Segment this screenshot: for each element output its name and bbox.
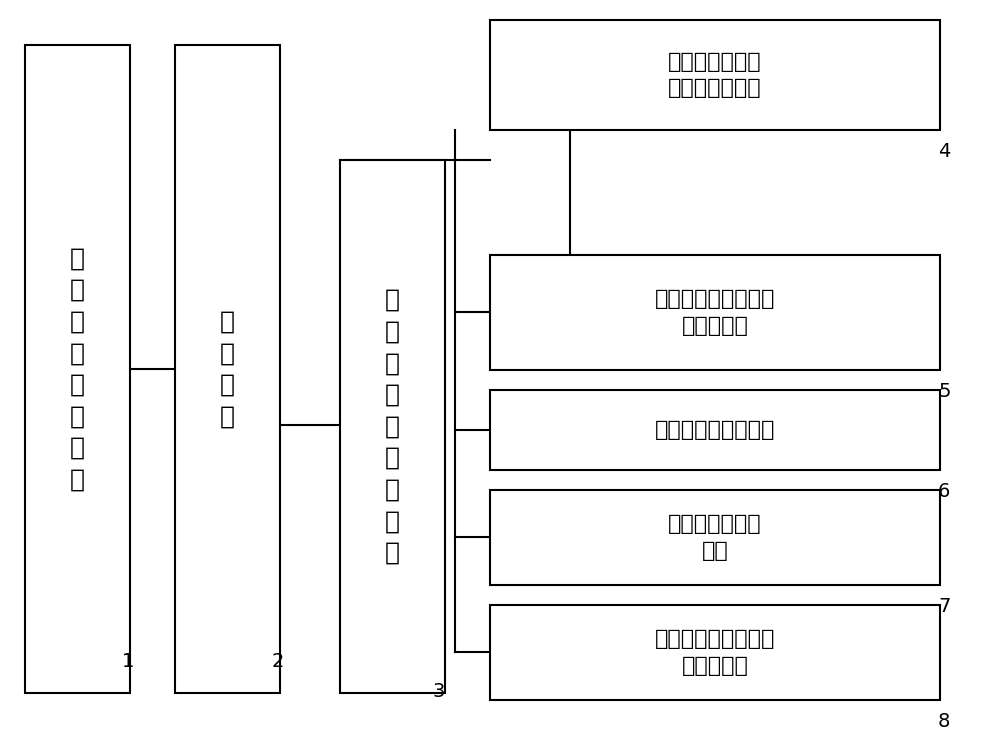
Text: 7: 7 (938, 597, 950, 616)
Text: 锂电池信息显示及故
障提醒模块: 锂电池信息显示及故 障提醒模块 (655, 629, 775, 676)
Bar (490, 605, 940, 700)
Bar (25, 45, 130, 693)
Bar (490, 255, 940, 370)
Text: 8: 8 (938, 712, 950, 731)
Text: 5: 5 (938, 382, 950, 401)
Text: 锂电池对外输出
及充电控制模块: 锂电池对外输出 及充电控制模块 (668, 52, 762, 98)
Bar (490, 390, 940, 470)
Bar (175, 45, 280, 693)
Text: 6: 6 (938, 482, 950, 501)
Text: 锂电池通讯调试
接口: 锂电池通讯调试 接口 (668, 514, 762, 561)
Text: 锂电池上电控制模块: 锂电池上电控制模块 (655, 420, 775, 440)
Text: 锂电池故障信息采集
及显示模块: 锂电池故障信息采集 及显示模块 (655, 289, 775, 336)
Text: 锂
电
池
电
源
管
理
模
块: 锂 电 池 电 源 管 理 模 块 (385, 288, 400, 565)
Text: 3: 3 (432, 682, 444, 701)
Bar (340, 160, 445, 693)
Bar (490, 20, 940, 130)
Text: 锂
电
池
组: 锂 电 池 组 (220, 309, 235, 428)
Bar (490, 490, 940, 585)
Text: 2: 2 (272, 652, 284, 671)
Text: 1: 1 (122, 652, 134, 671)
Text: 锂
电
池
热
管
理
模
块: 锂 电 池 热 管 理 模 块 (70, 246, 85, 492)
Text: 4: 4 (938, 142, 950, 161)
